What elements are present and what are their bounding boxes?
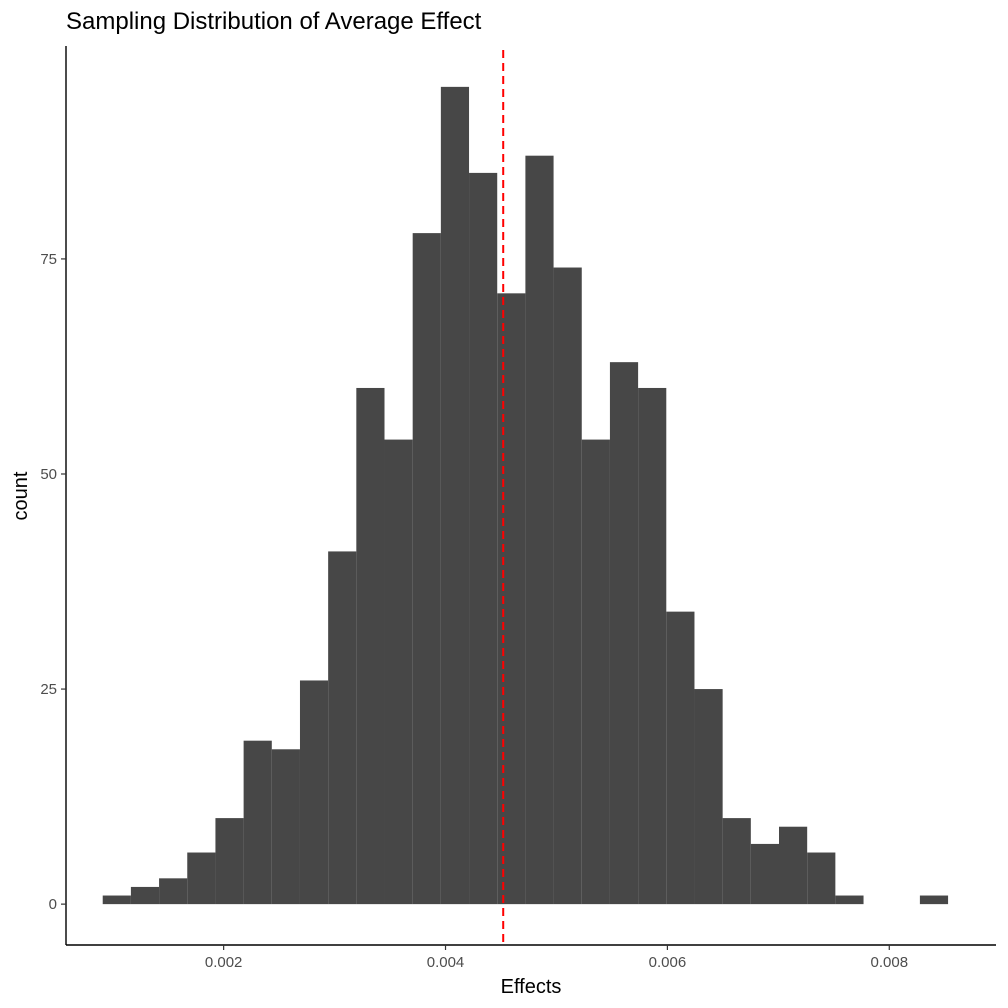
histogram-bar-24 (779, 826, 808, 905)
histogram-bar-4 (215, 818, 244, 905)
histogram-bar-20 (666, 611, 695, 905)
x-tick-label-1: 0.004 (427, 954, 465, 971)
x-axis-ticks: 0.002 0.004 0.006 0.008 (205, 945, 908, 971)
x-tick-label-2: 0.006 (649, 954, 687, 971)
histogram-bar-25 (807, 852, 836, 905)
histogram-bar-18 (609, 362, 639, 905)
histogram-bar-3 (187, 852, 216, 905)
histogram-bar-11 (412, 233, 441, 905)
x-axis-title: Effects (501, 976, 562, 998)
y-tick-label-2: 50 (40, 466, 57, 483)
chart-title: Sampling Distribution of Average Effect (66, 8, 482, 35)
histogram-bar-7 (299, 680, 329, 905)
histogram-bar-21 (694, 689, 723, 905)
histogram-bar-26 (835, 895, 864, 905)
x-tick-label-0: 0.002 (205, 954, 243, 971)
histogram-bar-13 (469, 172, 498, 905)
histogram-bar-0 (102, 895, 131, 905)
histogram-bar-9 (356, 387, 385, 905)
y-tick-label-0: 0 (49, 896, 57, 913)
y-tick-label-1: 25 (40, 681, 57, 698)
histogram-bar-1 (130, 886, 160, 905)
histogram-bar-8 (328, 551, 357, 905)
histogram-bar-14 (497, 293, 526, 905)
histogram-bar-10 (384, 439, 413, 905)
histogram-bar-5 (243, 740, 272, 905)
histogram-bar-23 (750, 843, 780, 905)
histogram-bar-16 (553, 267, 582, 905)
histogram-bar-12 (440, 86, 470, 905)
y-tick-label-3: 75 (40, 251, 57, 268)
histogram-bars (102, 86, 949, 905)
histogram-bar-2 (159, 878, 188, 905)
histogram-bar-22 (722, 818, 751, 905)
histogram-bar-17 (581, 439, 610, 905)
x-tick-label-3: 0.008 (871, 954, 909, 971)
histogram-bar-6 (271, 749, 300, 905)
histogram-bar-15 (525, 155, 554, 905)
histogram-bar-19 (638, 387, 667, 905)
y-axis-title: count (10, 471, 32, 520)
y-axis-ticks: 0 25 50 75 (40, 251, 66, 913)
histogram-bar-29 (919, 895, 949, 905)
